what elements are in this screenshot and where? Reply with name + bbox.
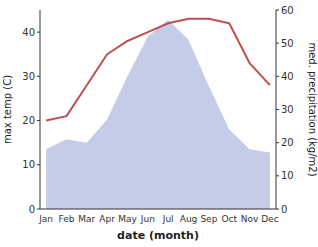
y2-tick (276, 76, 279, 77)
x-axis-label: date (month) (117, 229, 199, 242)
x-tick-label: Oct (221, 214, 237, 224)
x-tick-label: Mar (78, 214, 95, 224)
y-tick-label: 40 (22, 27, 35, 38)
y2-tick (276, 109, 279, 110)
x-tick-label: Jun (140, 214, 155, 224)
line (46, 19, 270, 121)
y2-tick (276, 142, 279, 143)
y-tick (37, 76, 40, 77)
y-tick (37, 120, 40, 121)
y2-tick-label: 60 (281, 5, 294, 16)
chart-container: 0 10 20 30 40 0 10 20 30 40 50 60 Jan Feb Mar AprMayJun… (0, 0, 318, 247)
y-tick-label: 0 (29, 204, 35, 215)
y2-tick (276, 209, 279, 210)
area (46, 20, 270, 209)
x-axis-line (40, 209, 276, 210)
y-tick (37, 32, 40, 33)
x-tick-label: Aug (180, 214, 198, 224)
chart-svg: 0 10 20 30 40 0 10 20 30 40 50 60 Jan Feb Mar AprMayJun… (0, 0, 318, 247)
x-tick-label: Sep (200, 214, 217, 224)
x-tick-label: Jan (38, 214, 53, 224)
plot-area (46, 19, 270, 209)
y2-tick-label: 20 (281, 137, 294, 148)
y-axis-label: max temp (C) (2, 75, 13, 144)
y2-tick-label: 40 (281, 71, 294, 82)
y2-axis-label: med. precipitation (kg/m2) (307, 42, 318, 176)
y-tick (37, 209, 40, 210)
y2-tick (276, 43, 279, 44)
x-tick-label: Jul (162, 214, 174, 224)
y-axis-line (40, 10, 41, 209)
y2-tick-label: 10 (281, 170, 294, 181)
y2-tick-label: 0 (281, 204, 287, 215)
y2-tick (276, 10, 279, 11)
x-tick-label: May (118, 214, 137, 224)
x-tick-label: Dec (261, 214, 278, 224)
y2-tick-label: 30 (281, 104, 294, 115)
y2-tick-label: 50 (281, 38, 294, 49)
y-tick-label: 10 (22, 159, 35, 170)
y-tick-label: 20 (22, 115, 35, 126)
x-tick-label: Feb (58, 214, 74, 224)
y-tick (37, 164, 40, 165)
x-tick-label: Nov (241, 214, 259, 224)
y2-tick (276, 175, 279, 176)
y-tick-label: 30 (22, 71, 35, 82)
x-tick-label: Apr (99, 214, 115, 224)
